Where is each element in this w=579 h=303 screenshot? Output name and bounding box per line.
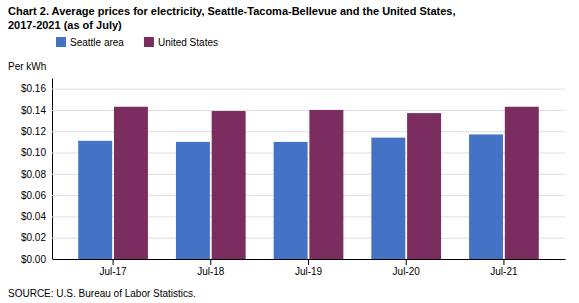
- legend: Seattle area United States: [56, 37, 218, 48]
- bar: [212, 111, 246, 259]
- legend-item: Seattle area: [56, 37, 124, 48]
- x-tick: Jul-19: [295, 259, 323, 277]
- y-axis: $0.00 $0.02 $0.04 $0.06 $0.08 $0.10 $0.12 $0.14…: [21, 79, 565, 265]
- x-axis: Jul-17 Jul-18 Jul-19 Jul-20 Jul-21: [53, 259, 566, 277]
- y-tick: $0.16: [21, 83, 565, 94]
- x-tick-label: Jul-19: [295, 266, 323, 277]
- title: Chart 2. Average prices for electricity,…: [8, 5, 455, 17]
- y-tick-label: $0.04: [21, 211, 46, 222]
- legend-label: Seattle area: [70, 37, 124, 48]
- legend-item: United States: [144, 37, 218, 48]
- bar: [176, 142, 210, 259]
- y-tick: $0.14: [21, 105, 565, 116]
- x-tick: Jul-21: [490, 259, 518, 277]
- source: SOURCE: U.S. Bureau of Labor Statistics.: [8, 288, 196, 299]
- x-tick: Jul-18: [197, 259, 225, 277]
- x-tick-label: Jul-21: [490, 266, 518, 277]
- x-tick-mark: [210, 259, 211, 265]
- bar: [309, 110, 343, 259]
- x-tick-label: Jul-20: [393, 266, 421, 277]
- legend-swatch: [56, 37, 66, 47]
- y-tick-label: $0.10: [21, 147, 46, 158]
- legend-label: United States: [158, 37, 218, 48]
- bar: [505, 107, 539, 259]
- bar: [407, 113, 441, 259]
- x-tick-label: Jul-17: [99, 266, 127, 277]
- series: [114, 107, 539, 259]
- bar: [274, 142, 308, 259]
- x-tick-mark: [308, 259, 309, 265]
- grid-line: [52, 89, 565, 90]
- y-tick-label: $0.16: [21, 83, 46, 94]
- x-tick-mark: [406, 259, 407, 265]
- subtitle: 2017-2021 (as of July): [8, 19, 122, 31]
- chart: Chart 2. Average prices for electricity,…: [0, 0, 579, 303]
- x-tick-mark: [113, 259, 114, 265]
- plot: $0.00 $0.02 $0.04 $0.06 $0.08 $0.10 $0.12 $0.14…: [21, 79, 566, 278]
- legend-swatch: [144, 37, 154, 47]
- bar: [469, 134, 503, 259]
- y-tick-label: $0.12: [21, 126, 46, 137]
- bar: [371, 138, 405, 259]
- y-tick-label: $0.02: [21, 232, 46, 243]
- x-tick: Jul-17: [99, 259, 127, 277]
- bar: [78, 141, 112, 259]
- x-tick-label: Jul-18: [197, 266, 225, 277]
- x-tick: Jul-20: [393, 259, 421, 277]
- y-tick-label: $0.14: [21, 105, 46, 116]
- y-tick-label: $0.06: [21, 190, 46, 201]
- x-tick-mark: [503, 259, 504, 265]
- bars: [78, 107, 539, 259]
- y-tick-label: $0.08: [21, 169, 46, 180]
- bar: [114, 107, 148, 259]
- y-axis-label: Per kWh: [8, 61, 46, 72]
- y-tick-label: $0.00: [21, 254, 46, 265]
- y-axis-line: [52, 79, 53, 260]
